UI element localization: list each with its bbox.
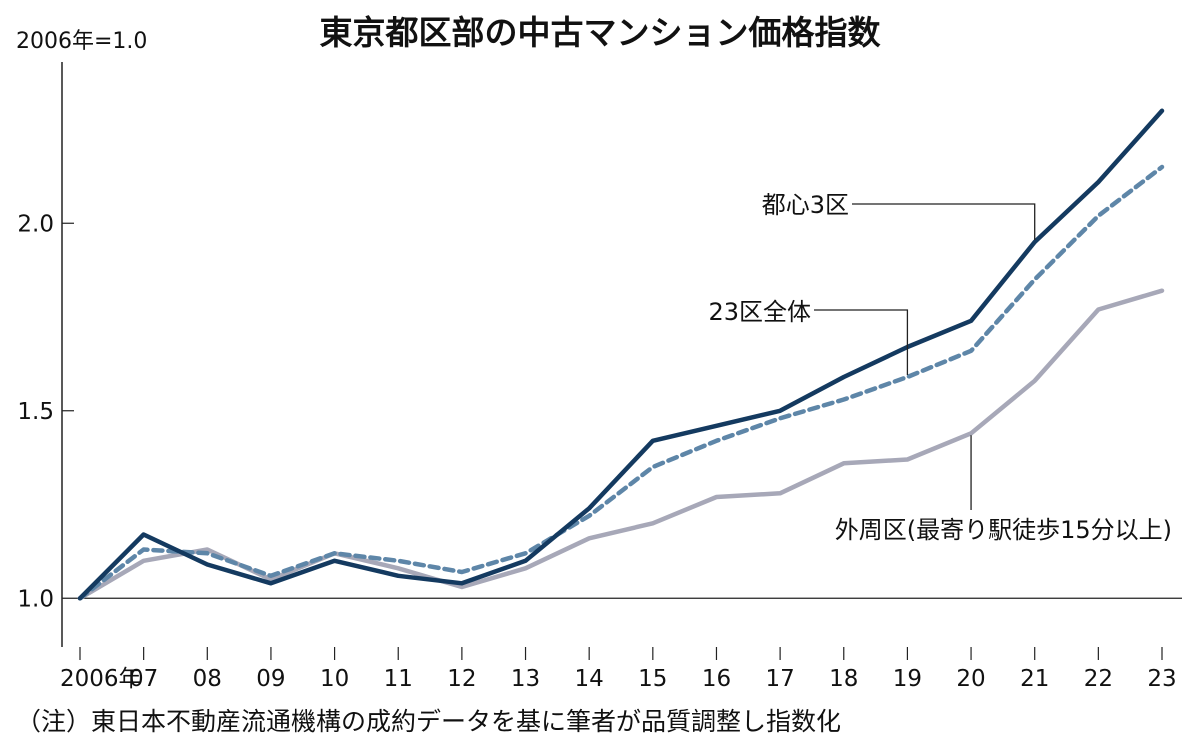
x-tick-label: 08 <box>193 666 222 692</box>
series-line-outer-wards <box>77 288 1165 601</box>
x-tick-label: 2006年 <box>60 666 142 692</box>
x-tick-label: 18 <box>829 666 858 692</box>
x-tick-label: 14 <box>575 666 604 692</box>
series-line-23-wards-total <box>77 164 1165 601</box>
x-tick-label: 17 <box>765 666 794 692</box>
leader-line <box>814 309 909 375</box>
y-axis-ticks: 1.0 1.5 2.0 <box>17 211 1182 612</box>
series-line-central-3-wards <box>77 108 1165 601</box>
y-tick-label: 1.5 <box>17 399 54 425</box>
x-tick-label: 19 <box>893 666 922 692</box>
x-tick-label: 13 <box>511 666 540 692</box>
label-outer-wards: 外周区(最寄り駅徒歩15分以上) <box>835 516 1172 544</box>
footnote: （注）東日本不動産流通機構の成約データを基に筆者が品質調整し指数化 <box>16 707 841 736</box>
x-tick-label: 20 <box>956 666 985 692</box>
x-tick-label: 21 <box>1020 666 1049 692</box>
label-central-3-wards: 都心3区 <box>762 191 849 219</box>
x-tick-label: 10 <box>320 666 349 692</box>
y-tick-label: 1.0 <box>17 586 54 612</box>
x-tick-label: 09 <box>256 666 285 692</box>
unit-label: 2006年=1.0 <box>16 29 147 54</box>
x-tick-label: 11 <box>384 666 413 692</box>
label-23-wards-total: 23区全体 <box>708 298 811 326</box>
y-tick-label: 2.0 <box>17 211 54 237</box>
leader-line <box>852 203 1036 240</box>
x-tick-label: 15 <box>638 666 667 692</box>
x-tick-label: 23 <box>1147 666 1176 692</box>
x-tick-label: 12 <box>447 666 476 692</box>
chart-title: 東京都区部の中古マンション価格指数 <box>320 13 882 52</box>
series-lines <box>77 108 1165 601</box>
x-tick-label: 07 <box>129 666 158 692</box>
x-tick-label: 16 <box>702 666 731 692</box>
x-tick-label: 22 <box>1084 666 1113 692</box>
